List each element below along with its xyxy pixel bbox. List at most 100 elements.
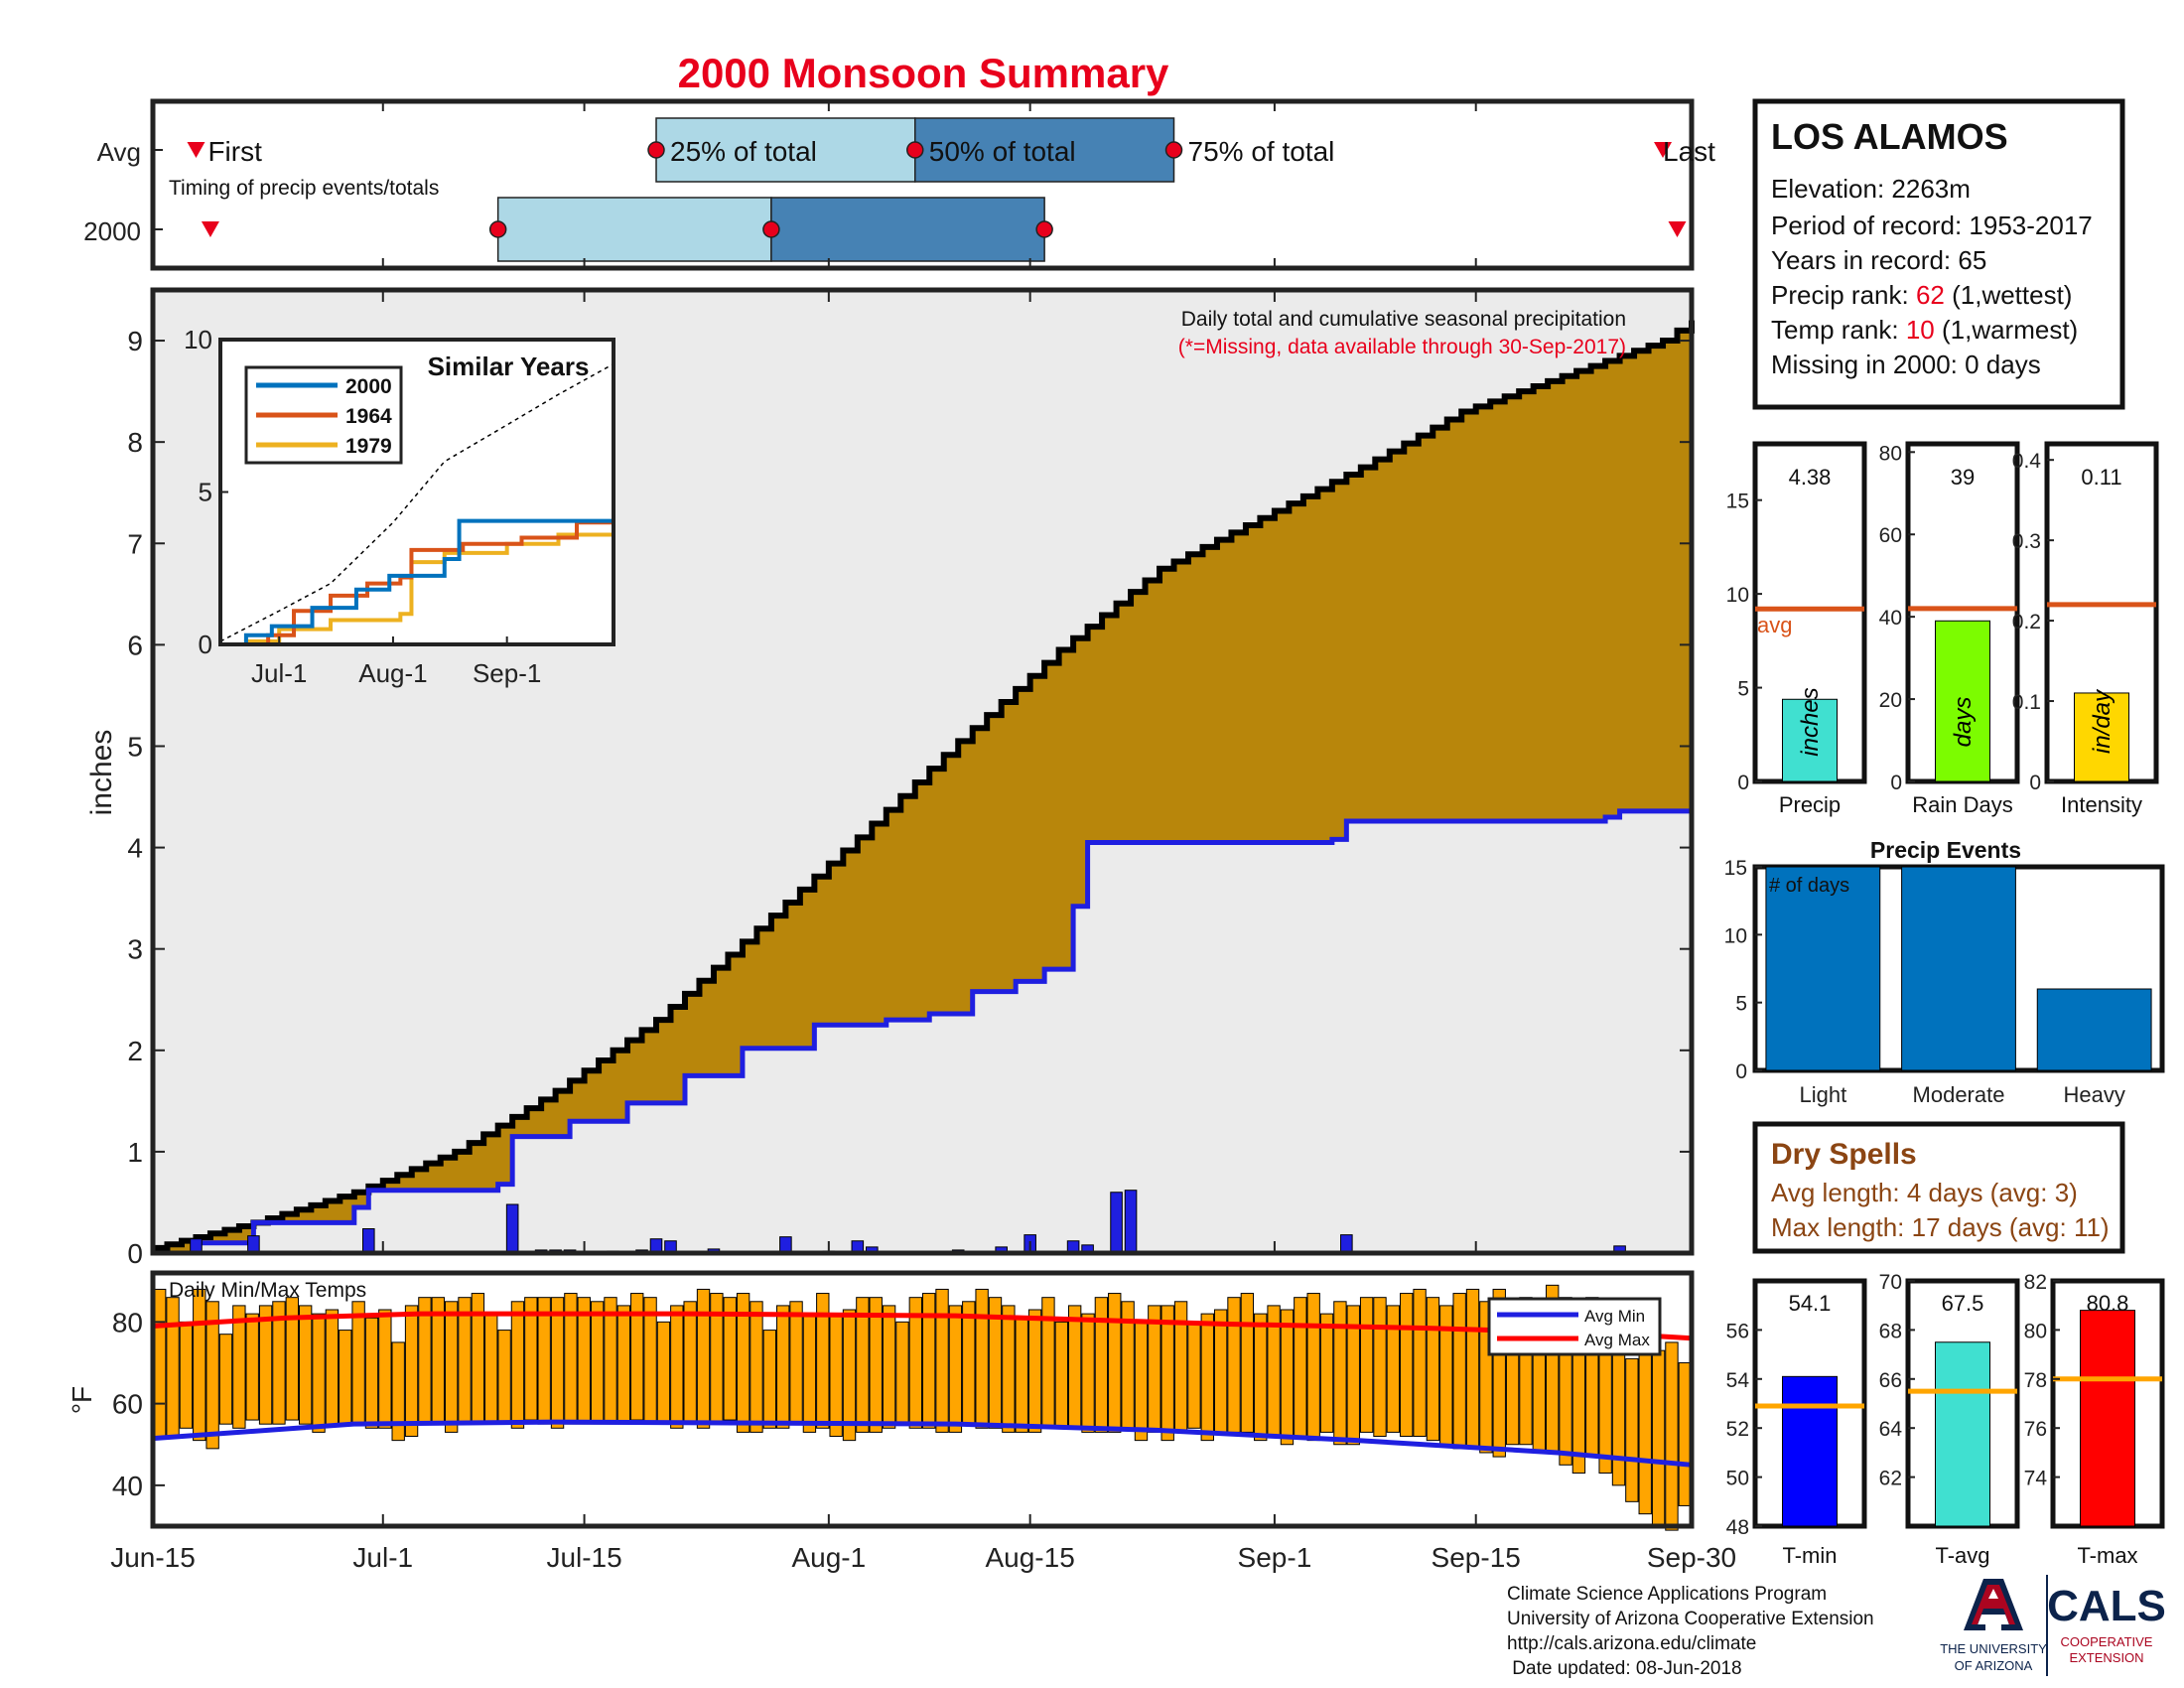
daily-temp-bar [339, 1330, 352, 1425]
year-cumulative-area [153, 808, 1692, 1253]
inset-legend: 2000 1964 1979 [244, 365, 403, 465]
stat-days-ytick-label: 60 [1879, 524, 1902, 547]
stat-int-ytick-label: 0.3 [2012, 530, 2041, 553]
daily-temp-bar [193, 1288, 206, 1442]
daily-temp-bar [723, 1297, 737, 1421]
precip-events-panel: Precip Events Light Moderate Heavy 0 5 10 15 #… [1724, 837, 2165, 1107]
daily-temp-bar [1413, 1288, 1427, 1438]
daily-temp-bar [683, 1301, 697, 1425]
events-ytick-label: 10 [1724, 924, 1747, 947]
daily-precip-bar [1110, 1192, 1123, 1254]
ts-tmax-ytick-label: 82 [2024, 1271, 2047, 1294]
stat-int-unit: in/day [2089, 688, 2116, 754]
ts-tmax-ytick-label: 78 [2024, 1369, 2047, 1392]
timing-note: Timing of precip events/totals [169, 177, 439, 200]
daily-temp-bar [975, 1288, 989, 1429]
daily-temp-bar [590, 1301, 605, 1425]
daily-precip-bar [505, 1203, 519, 1254]
daily-temp-bar [179, 1321, 194, 1429]
daily-temp-bar [696, 1288, 711, 1429]
date-tick-label: Sep-15 [1432, 1542, 1521, 1573]
daily-temp-bar [789, 1301, 803, 1425]
daily-temp-bar [1108, 1293, 1122, 1433]
daily-temp-bar [1625, 1357, 1639, 1502]
station-temp-rank: Temp rank: 10 (1,warmest) [1771, 315, 2078, 345]
first-label: First [207, 136, 262, 167]
temps-chart: 40 60 80 Daily Min/Max Temps °F Avg Min Av… [67, 1270, 1695, 1531]
rain-days-value: 39 [1951, 465, 1975, 490]
daily-temp-bar [458, 1297, 472, 1425]
daily-temp-bar [1200, 1313, 1214, 1442]
stat-days-ytick-label: 0 [1890, 772, 1902, 794]
station-frame [1752, 98, 2125, 410]
stat-precip-ytick-label: 10 [1726, 584, 1749, 607]
stat-precip-avg-label: avg [1757, 613, 1792, 637]
avg-q75-marker [1164, 141, 1183, 159]
year-q75-marker [1035, 220, 1053, 238]
stat-int-ytick-label: 0.4 [2012, 450, 2042, 473]
daily-temp-bar [1280, 1309, 1295, 1446]
year-first-marker [201, 221, 219, 237]
date-tick-label: Aug-1 [791, 1542, 866, 1573]
daily-temp-bar [1665, 1341, 1679, 1531]
year-last-marker [1668, 221, 1687, 237]
avg-min-line [152, 1419, 1693, 1468]
legend-1964-label: 1964 [345, 405, 392, 428]
precip-total-panel: 0 5 10 15 inches avg 4.38 Precip [1726, 441, 1867, 817]
cals-logo-text: CALS [2047, 1582, 2166, 1630]
stat-days-ytick-label: 20 [1879, 689, 1902, 712]
precip-ylabel: inches [85, 730, 118, 816]
timing-row-year: 2000 [83, 216, 141, 246]
ua-a-bar-right [2001, 1624, 2017, 1630]
daily-temp-bar [218, 1334, 233, 1425]
precip-total-label: Precip [1779, 792, 1841, 817]
stat-days-unit: days [1950, 697, 1977, 748]
daily-precip-bar [1340, 1234, 1353, 1254]
station-elevation: Elevation: 2263m [1771, 174, 1971, 204]
stat-days-ytick-label: 80 [1879, 442, 1902, 465]
precip-ytick-label: 9 [127, 326, 143, 356]
daily-temp-bar [935, 1288, 949, 1433]
daily-temp-bar [391, 1341, 405, 1442]
daily-temp-bar [312, 1313, 326, 1433]
daily-temp-bar [258, 1305, 273, 1425]
event-category-label: Heavy [2063, 1082, 2124, 1107]
ts-tavg-bar [1935, 1341, 1990, 1527]
dry-spells-max: Max length: 17 days (avg: 11) [1771, 1212, 2110, 1242]
legend-avgmin-label: Avg Min [1584, 1307, 1645, 1326]
daily-temp-bar [1094, 1297, 1109, 1433]
daily-temp-bar [750, 1301, 763, 1433]
daily-temp-bar [856, 1297, 870, 1433]
daily-temp-bar [842, 1309, 857, 1442]
figure-title: 2000 Monsoon Summary [678, 50, 1169, 96]
event-bar-heavy [2036, 988, 2152, 1071]
daily-temp-bar [550, 1297, 565, 1429]
daily-temp-bar [431, 1297, 445, 1425]
inset-xtick-label: Jul-1 [251, 658, 307, 688]
year-cumulative-line [153, 808, 1695, 1256]
intensity-panel: 0 0.1 0.2 0.3 0.4 in/day 0.11 Intensity [2012, 441, 2159, 817]
q50-label: 50% of total [929, 136, 1076, 167]
timing-frame [150, 98, 1695, 271]
daily-temp-bar [245, 1313, 259, 1421]
daily-temp-bar [1306, 1293, 1320, 1442]
ts-tmin-ytick-label: 48 [1726, 1516, 1749, 1539]
q75-label: 75% of total [1188, 136, 1335, 167]
stat-precip-unit: inches [1797, 687, 1824, 756]
ua-a-bar-left [1970, 1624, 1985, 1630]
precip-ytick-label: 4 [127, 833, 143, 864]
daily-temp-bar [1054, 1321, 1068, 1429]
timing-row-avg: Avg [97, 137, 141, 167]
precip-total-value: 4.38 [1789, 465, 1832, 490]
precip-annotation: Daily total and cumulative seasonal prec… [1181, 308, 1626, 331]
temps-ytick-label: 60 [112, 1389, 143, 1420]
daily-temp-bar [604, 1297, 617, 1425]
daily-temp-bar [1254, 1313, 1268, 1442]
year-q50-marker [762, 220, 780, 238]
daily-temp-bar [577, 1297, 591, 1425]
date-tick-label: Aug-15 [985, 1542, 1074, 1573]
year-q25-marker [488, 220, 507, 238]
daily-temp-bar [616, 1305, 631, 1425]
avg-first-marker [187, 142, 205, 158]
